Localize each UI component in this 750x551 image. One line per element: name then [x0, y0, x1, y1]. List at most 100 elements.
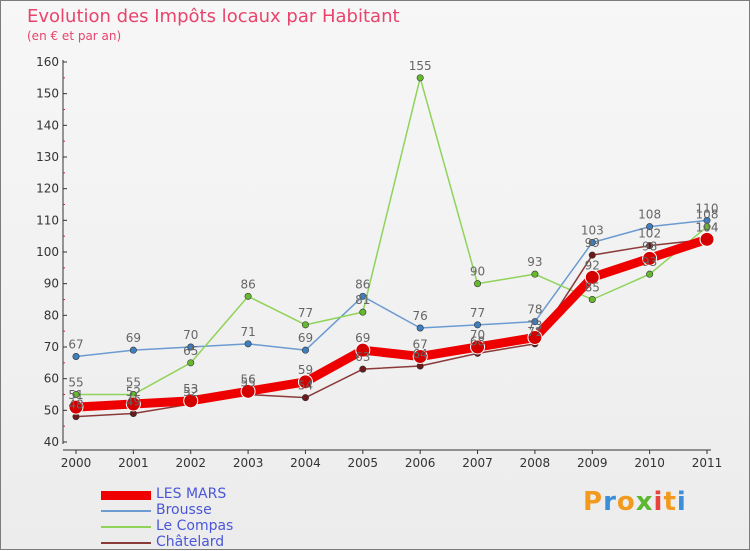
data-label-brousse: 78 [527, 303, 542, 317]
logo-letter: x [635, 487, 654, 517]
logo-letter: r [603, 487, 617, 517]
data-label-brousse: 110 [696, 201, 719, 215]
data-label-brousse: 108 [638, 208, 661, 222]
data-point-les-mars [527, 330, 543, 345]
data-point-les-mars [125, 396, 141, 412]
data-label-les-mars: 59 [298, 363, 313, 377]
data-label-brousse: 76 [413, 309, 428, 323]
data-label-ch-telard: 64 [413, 347, 428, 361]
x-tick-label: 2007 [462, 456, 493, 470]
chart-subtitle: (en € et par an) [27, 29, 122, 43]
data-label-brousse: 86 [355, 277, 370, 291]
data-point-le-compas [703, 223, 711, 231]
data-label-le-compas: 93 [527, 255, 542, 269]
x-tick-label: 2010 [634, 456, 665, 470]
data-point-ch-telard [646, 242, 654, 250]
y-tick-label: 160 [36, 55, 59, 69]
y-tick-label: 140 [36, 118, 59, 132]
data-point-les-mars [642, 250, 658, 266]
legend-swatch-ch-telard [101, 542, 151, 544]
y-tick-label: 50 [44, 403, 59, 417]
data-point-brousse [301, 346, 309, 354]
logo-letter: i [676, 487, 687, 517]
data-label-le-compas: 77 [298, 306, 313, 320]
data-label-le-compas: 155 [409, 59, 432, 73]
series-line-le-compas [75, 77, 708, 396]
data-label-le-compas: 55 [126, 376, 141, 390]
data-point-brousse [187, 343, 195, 351]
data-label-ch-telard: 99 [585, 236, 600, 250]
x-tick-label: 2011 [692, 456, 723, 470]
data-label-les-mars: 92 [585, 258, 600, 272]
data-label-le-compas: 90 [470, 265, 485, 279]
data-point-les-mars [355, 342, 371, 358]
y-tick-label: 90 [44, 277, 59, 291]
legend-swatch-les-mars [101, 490, 151, 500]
logo-letter: t [663, 487, 677, 517]
logo-letter: P [583, 487, 604, 517]
data-label-le-compas: 108 [696, 208, 719, 222]
data-label-ch-telard: 63 [355, 350, 370, 364]
data-point-ch-telard [301, 394, 309, 402]
data-point-le-compas [531, 270, 539, 278]
y-tick-label: 70 [44, 340, 59, 354]
y-tick-label: 100 [36, 245, 59, 259]
y-tick-label: 150 [36, 87, 59, 101]
data-point-brousse [244, 340, 252, 348]
data-label-le-compas: 93 [642, 255, 657, 269]
data-label-les-mars: 52 [126, 385, 141, 399]
legend-swatch-le-compas [101, 526, 151, 528]
data-point-les-mars [297, 374, 313, 390]
data-point-ch-telard [588, 251, 596, 259]
x-tick-label: 2003 [233, 456, 264, 470]
data-point-le-compas [244, 292, 252, 300]
data-point-brousse [72, 352, 80, 360]
data-label-le-compas: 65 [183, 344, 198, 358]
x-tick-label: 2005 [348, 456, 379, 470]
data-label-le-compas: 85 [585, 281, 600, 295]
x-tick-label: 2009 [577, 456, 608, 470]
data-label-brousse: 103 [581, 224, 604, 238]
legend-label-brousse: Brousse [156, 502, 212, 518]
data-point-brousse [531, 318, 539, 326]
proxiti-logo: Proxiti [583, 487, 687, 517]
x-tick-label: 2008 [520, 456, 551, 470]
data-point-les-mars [183, 393, 199, 409]
x-tick-label: 2000 [61, 456, 92, 470]
series-lines [68, 74, 715, 421]
data-label-les-mars: 70 [470, 328, 485, 342]
data-label-les-mars: 104 [696, 220, 719, 234]
data-label-ch-telard: 49 [126, 395, 141, 409]
x-tick-label: 2002 [175, 456, 206, 470]
data-point-le-compas [474, 280, 482, 288]
data-point-les-mars [240, 383, 256, 399]
chart-title: Evolution des Impôts locaux par Habitant [27, 6, 400, 27]
y-tick-label: 40 [44, 435, 59, 449]
data-label-le-compas: 86 [240, 277, 255, 291]
series-line-ch-telard [75, 238, 708, 418]
y-tick-label: 120 [36, 182, 59, 196]
data-point-brousse [588, 239, 596, 247]
data-label-ch-telard: 54 [298, 379, 313, 393]
data-point-les-mars [584, 269, 600, 285]
data-label-les-mars: 67 [413, 338, 428, 352]
data-point-le-compas [646, 270, 654, 278]
data-label-les-mars: 98 [642, 239, 657, 253]
legend-label-ch-telard: Châtelard [156, 534, 225, 550]
axes: 40 50 60 70 80 90 100 110 120 130 140 150 160 2000 200… [36, 55, 722, 470]
data-point-ch-telard [359, 365, 367, 373]
y-tick-label: 130 [36, 150, 59, 164]
data-label-les-mars: 73 [527, 319, 542, 333]
data-point-le-compas [187, 359, 195, 367]
data-point-le-compas [301, 321, 309, 329]
data-point-brousse [474, 321, 482, 329]
data-point-le-compas [359, 308, 367, 316]
data-label-ch-telard: 52 [183, 385, 198, 399]
data-point-les-mars [412, 349, 428, 364]
legend-swatch-brousse [101, 510, 151, 512]
data-label-ch-telard: 55 [240, 376, 255, 390]
series-line-brousse [75, 219, 708, 358]
